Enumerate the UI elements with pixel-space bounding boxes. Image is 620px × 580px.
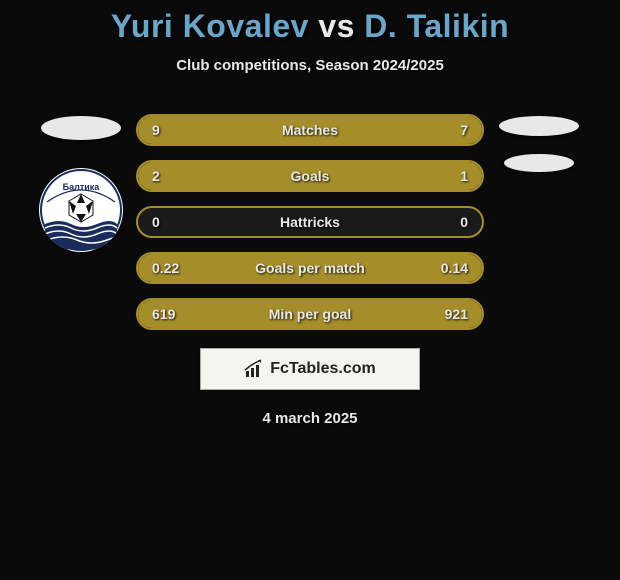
stats-column: 9 Matches 7 2 Goals 1 0 Hattricks 0 0.22 Goals per… — [136, 114, 484, 330]
content-row: Балтика 9 Matches 7 2 Goals 1 0 Hattricks 0 0.22 G… — [0, 114, 620, 330]
left-placeholder-oval — [41, 116, 121, 140]
stat-label: Hattricks — [280, 214, 340, 230]
player1-name: Yuri Kovalev — [111, 8, 309, 44]
left-column: Балтика — [36, 114, 126, 252]
right-placeholder-oval-1 — [499, 116, 579, 136]
date-text: 4 march 2025 — [262, 410, 357, 427]
title: Yuri Kovalev vs D. Talikin — [111, 8, 509, 45]
svg-text:Балтика: Балтика — [63, 182, 101, 192]
brand-chart-icon — [244, 359, 264, 379]
stat-value-left: 0 — [152, 214, 160, 230]
stat-bar: 2 Goals 1 — [136, 160, 484, 192]
right-placeholder-oval-2 — [504, 154, 574, 172]
stat-label: Min per goal — [269, 306, 351, 322]
stat-bar: 0.22 Goals per match 0.14 — [136, 252, 484, 284]
stat-value-right: 0 — [460, 214, 468, 230]
right-column — [494, 114, 584, 172]
stat-value-right: 0.14 — [441, 260, 468, 276]
subtitle: Club competitions, Season 2024/2025 — [176, 57, 444, 74]
stat-value-left: 0.22 — [152, 260, 179, 276]
stat-label: Matches — [282, 122, 338, 138]
player2-name: D. Talikin — [364, 8, 509, 44]
brand-box[interactable]: FcTables.com — [200, 348, 420, 390]
vs-text: vs — [318, 8, 355, 44]
stat-bar: 0 Hattricks 0 — [136, 206, 484, 238]
stat-value-right: 1 — [460, 168, 468, 184]
brand-text: FcTables.com — [270, 360, 376, 378]
stat-value-left: 2 — [152, 168, 160, 184]
stat-value-left: 9 — [152, 122, 160, 138]
stat-label: Goals — [291, 168, 330, 184]
stat-value-right: 921 — [445, 306, 468, 322]
comparison-card: Yuri Kovalev vs D. Talikin Club competit… — [0, 0, 620, 427]
stat-bar: 619 Min per goal 921 — [136, 298, 484, 330]
stat-value-right: 7 — [460, 122, 468, 138]
badge-icon: Балтика — [39, 168, 123, 252]
club-badge: Балтика — [39, 168, 123, 252]
stat-bar: 9 Matches 7 — [136, 114, 484, 146]
stat-value-left: 619 — [152, 306, 175, 322]
stat-fill-left — [138, 162, 368, 190]
stat-label: Goals per match — [255, 260, 365, 276]
